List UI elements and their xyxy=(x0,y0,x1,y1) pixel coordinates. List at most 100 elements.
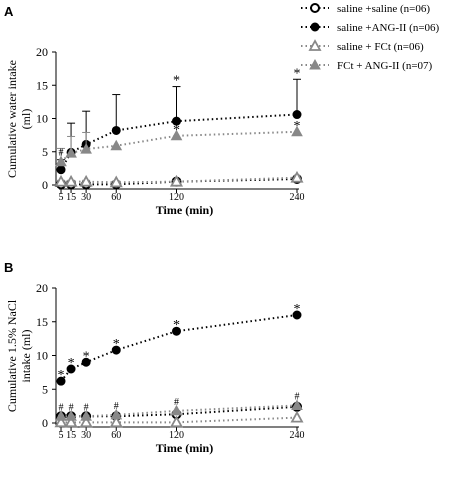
data-point xyxy=(80,143,92,154)
data-point xyxy=(110,139,123,151)
series-line xyxy=(61,404,298,418)
y-tick-label: 0 xyxy=(42,178,48,192)
legend-label: saline +ANG-II (n=06) xyxy=(337,22,440,34)
significance-mark: * xyxy=(173,318,180,333)
y-tick-label: 15 xyxy=(36,78,48,92)
significance-mark: * xyxy=(83,349,90,364)
y-axis-label-line: Cumulative 1.5% NaCl xyxy=(5,299,19,412)
x-tick-label: 120 xyxy=(169,430,184,441)
x-tick-label: 60 xyxy=(111,192,121,203)
data-point xyxy=(111,345,121,355)
x-tick-label: 15 xyxy=(66,192,76,203)
series-line xyxy=(61,416,298,424)
significance-mark: * xyxy=(113,337,120,352)
legend-label: FCt + ANG-II (n=07) xyxy=(337,60,433,72)
significance-mark: * xyxy=(294,66,301,81)
panel-a-letter: A xyxy=(4,4,14,19)
y-tick-label: 10 xyxy=(36,349,48,363)
significance-mark: # xyxy=(59,148,64,159)
y-axis-label: Cumulative water intake(ml) xyxy=(5,60,33,178)
x-tick-label: 15 xyxy=(66,430,76,441)
data-point xyxy=(79,174,93,187)
data-point xyxy=(292,110,302,120)
data-point xyxy=(290,170,304,183)
data-point xyxy=(56,165,66,175)
data-point xyxy=(56,376,66,386)
series-2: * * xyxy=(56,66,302,175)
data-point xyxy=(169,415,184,428)
y-tick-label: 15 xyxy=(36,315,48,329)
significance-mark: # xyxy=(69,402,74,413)
x-tick-label: 30 xyxy=(81,430,91,441)
data-point xyxy=(170,404,183,416)
x-tick-label: 240 xyxy=(290,192,305,203)
y-axis-label-line: intake (ml) xyxy=(19,330,33,383)
y-axis-label-line: Cumulative water intake xyxy=(5,60,19,178)
x-axis-label: Time (min) xyxy=(156,203,213,217)
y-tick-label: 20 xyxy=(36,281,48,295)
y-tick-label: 20 xyxy=(36,45,48,59)
significance-mark: # xyxy=(84,402,89,413)
data-point xyxy=(65,147,77,158)
panel-b-letter: B xyxy=(4,260,13,275)
legend-label: saline +saline (n=06) xyxy=(337,3,430,15)
significance-mark: * xyxy=(173,123,180,138)
data-point xyxy=(65,410,77,421)
data-point xyxy=(169,174,184,187)
series-3 xyxy=(54,410,304,428)
legend-label: saline + FCt (n=06) xyxy=(337,41,424,53)
y-tick-label: 5 xyxy=(42,382,48,396)
legend: saline +saline (n=06) saline +ANG-II (n=0… xyxy=(301,3,440,72)
data-point xyxy=(172,326,181,336)
significance-mark: * xyxy=(294,302,301,317)
significance-mark: # xyxy=(295,391,300,402)
data-point xyxy=(172,116,181,126)
x-tick-label: 30 xyxy=(81,192,91,203)
y-axis-label: Cumulative 1.5% NaClintake (ml) xyxy=(5,299,33,412)
data-point xyxy=(80,410,92,421)
significance-mark: * xyxy=(58,368,65,383)
significance-mark: # xyxy=(114,401,119,412)
data-point xyxy=(54,174,68,187)
data-point xyxy=(291,125,303,137)
x-tick-label: 5 xyxy=(59,192,64,203)
significance-mark: # xyxy=(174,397,179,408)
data-point xyxy=(55,410,67,421)
y-tick-label: 5 xyxy=(42,145,48,159)
data-point xyxy=(79,415,93,428)
series-line xyxy=(60,130,298,163)
series-2: ** **** xyxy=(56,302,302,386)
x-tick-label: 60 xyxy=(111,430,121,441)
legend-marker xyxy=(308,39,322,51)
data-point xyxy=(111,125,121,135)
data-point xyxy=(109,175,123,188)
x-axis-label: Time (min) xyxy=(156,441,213,455)
significance-mark: * xyxy=(68,356,75,371)
y-axis-label-line: (ml) xyxy=(19,109,33,130)
series-3 xyxy=(54,170,304,188)
data-point xyxy=(110,408,123,420)
data-point xyxy=(109,415,123,428)
legend-marker xyxy=(309,58,321,70)
significance-mark: * xyxy=(173,74,180,89)
legend-marker xyxy=(310,22,320,32)
series-4: # # # # # # xyxy=(55,391,303,421)
data-point xyxy=(64,174,78,187)
legend-marker xyxy=(310,3,320,13)
x-tick-label: 5 xyxy=(59,430,64,441)
y-tick-label: 10 xyxy=(36,112,48,126)
data-point xyxy=(81,357,91,367)
series-4: # * * xyxy=(55,119,303,167)
series-line xyxy=(61,176,298,184)
data-point xyxy=(54,415,68,428)
y-tick-label: 0 xyxy=(42,416,48,430)
data-point xyxy=(170,129,183,141)
significance-mark: # xyxy=(59,402,64,413)
significance-mark: * xyxy=(294,119,301,134)
data-point xyxy=(64,415,78,428)
data-point xyxy=(290,410,304,423)
data-point xyxy=(291,399,303,410)
